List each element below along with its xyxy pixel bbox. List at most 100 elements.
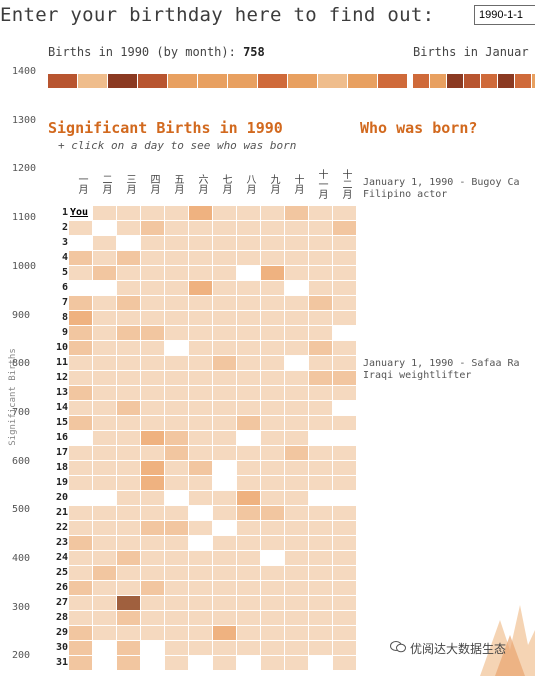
day-cell[interactable]	[141, 416, 164, 430]
day-cell[interactable]	[285, 386, 308, 400]
day-cell[interactable]	[189, 266, 212, 280]
day-cell[interactable]	[333, 626, 356, 640]
day-cell[interactable]	[141, 521, 164, 535]
day-cell[interactable]	[141, 491, 164, 505]
day-cell[interactable]	[285, 506, 308, 520]
day-cell[interactable]	[333, 566, 356, 580]
day-cell[interactable]	[93, 266, 116, 280]
day-cell[interactable]	[117, 506, 140, 520]
day-cell[interactable]	[309, 206, 332, 220]
day-cell[interactable]	[237, 251, 260, 265]
day-cell[interactable]	[165, 431, 188, 445]
day-cell[interactable]	[117, 311, 140, 325]
day-cell[interactable]	[189, 401, 212, 415]
strip-cell[interactable]	[498, 74, 514, 88]
day-cell[interactable]	[117, 341, 140, 355]
day-cell[interactable]	[141, 611, 164, 625]
day-cell[interactable]	[165, 236, 188, 250]
day-cell[interactable]	[69, 266, 92, 280]
day-cell[interactable]	[165, 596, 188, 610]
day-cell[interactable]	[69, 581, 92, 595]
day-cell[interactable]	[333, 356, 356, 370]
day-cell[interactable]	[117, 626, 140, 640]
strip-cell[interactable]	[348, 74, 377, 88]
day-cell[interactable]	[117, 491, 140, 505]
day-cell[interactable]	[69, 461, 92, 475]
day-cell[interactable]	[69, 536, 92, 550]
day-cell[interactable]	[309, 596, 332, 610]
strip-cell[interactable]	[78, 74, 107, 88]
day-cell[interactable]	[69, 521, 92, 535]
day-cell[interactable]	[69, 506, 92, 520]
day-cell[interactable]	[261, 431, 284, 445]
day-cell[interactable]	[285, 566, 308, 580]
day-cell[interactable]	[141, 341, 164, 355]
day-cell[interactable]	[261, 551, 284, 565]
day-cell[interactable]	[117, 551, 140, 565]
day-cell[interactable]	[93, 521, 116, 535]
day-cell[interactable]	[165, 251, 188, 265]
day-cell[interactable]	[117, 266, 140, 280]
day-cell[interactable]	[237, 221, 260, 235]
day-cell[interactable]	[285, 461, 308, 475]
day-cell[interactable]	[165, 581, 188, 595]
day-cell[interactable]	[165, 296, 188, 310]
day-cell[interactable]	[93, 476, 116, 490]
day-cell[interactable]	[261, 221, 284, 235]
day-cell[interactable]	[333, 281, 356, 295]
day-cell[interactable]	[93, 236, 116, 250]
day-cell[interactable]	[333, 641, 356, 655]
day-cell[interactable]	[117, 386, 140, 400]
day-cell[interactable]	[189, 611, 212, 625]
day-cell[interactable]	[213, 506, 236, 520]
day-cell[interactable]	[309, 326, 332, 340]
day-cell[interactable]	[141, 386, 164, 400]
day-cell[interactable]	[261, 296, 284, 310]
day-cell[interactable]	[93, 356, 116, 370]
day-cell[interactable]	[69, 416, 92, 430]
day-cell[interactable]	[69, 356, 92, 370]
day-cell[interactable]	[141, 221, 164, 235]
day-cell[interactable]	[213, 221, 236, 235]
day-cell[interactable]	[285, 431, 308, 445]
day-cell[interactable]	[189, 296, 212, 310]
day-cell[interactable]	[237, 566, 260, 580]
day-cell[interactable]	[117, 641, 140, 655]
day-cell[interactable]	[309, 641, 332, 655]
day-cell[interactable]	[141, 266, 164, 280]
day-cell[interactable]	[237, 326, 260, 340]
day-cell[interactable]	[213, 491, 236, 505]
day-cell[interactable]	[309, 266, 332, 280]
day-cell[interactable]	[237, 491, 260, 505]
day-cell[interactable]	[285, 521, 308, 535]
day-cell[interactable]	[117, 476, 140, 490]
day-cell[interactable]	[117, 656, 140, 670]
day-cell[interactable]	[189, 251, 212, 265]
day-cell[interactable]	[189, 476, 212, 490]
day-cell[interactable]	[69, 386, 92, 400]
day-cell[interactable]	[333, 401, 356, 415]
strip-cell[interactable]	[228, 74, 257, 88]
day-cell[interactable]	[141, 401, 164, 415]
day-cell[interactable]	[69, 611, 92, 625]
day-cell[interactable]	[165, 206, 188, 220]
strip-cell[interactable]	[378, 74, 407, 88]
day-cell[interactable]	[237, 596, 260, 610]
day-cell[interactable]	[165, 491, 188, 505]
day-cell[interactable]	[141, 281, 164, 295]
day-cell[interactable]	[93, 431, 116, 445]
day-cell[interactable]	[333, 206, 356, 220]
day-cell[interactable]	[261, 326, 284, 340]
day-cell[interactable]	[189, 506, 212, 520]
day-cell[interactable]	[285, 596, 308, 610]
day-cell[interactable]	[237, 536, 260, 550]
day-cell[interactable]	[165, 566, 188, 580]
day-cell[interactable]	[165, 611, 188, 625]
day-cell[interactable]	[333, 236, 356, 250]
day-cell[interactable]	[69, 566, 92, 580]
day-cell[interactable]	[261, 536, 284, 550]
day-cell[interactable]	[237, 431, 260, 445]
day-cell[interactable]	[333, 611, 356, 625]
day-cell[interactable]	[93, 581, 116, 595]
day-cell[interactable]	[165, 341, 188, 355]
